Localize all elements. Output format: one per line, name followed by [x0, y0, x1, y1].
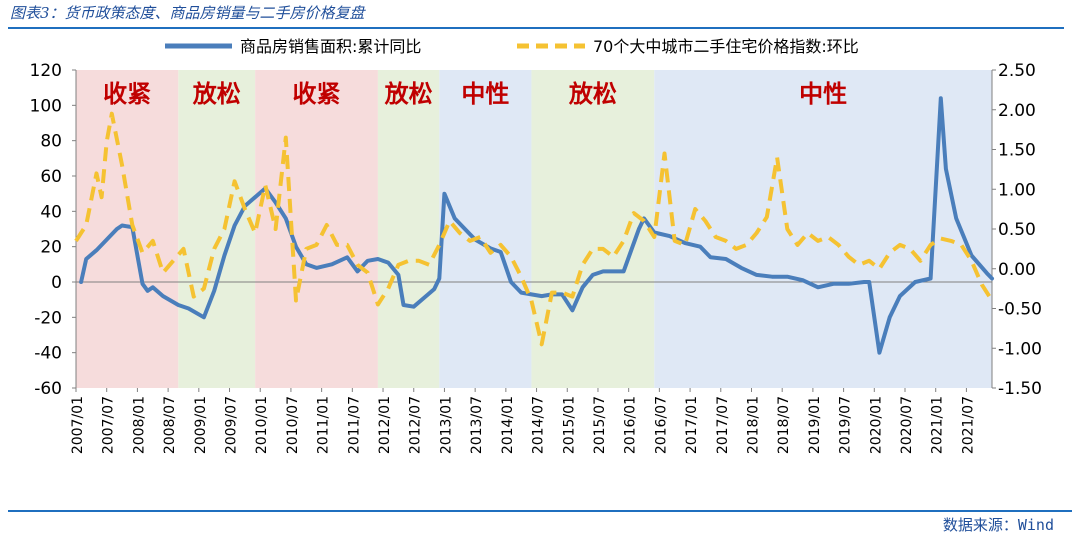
y-left-tick-label: 0: [51, 273, 62, 293]
policy-band-label-6: 放松: [568, 80, 617, 108]
x-tick-label: 2018/01: [745, 396, 761, 454]
y-right-tick-label: 2.50: [998, 61, 1036, 81]
x-tick-label: 2016/01: [623, 396, 639, 454]
x-tick-label: 2007/07: [101, 396, 117, 454]
footer-rule: [8, 510, 1072, 512]
x-tick-label: 2015/01: [561, 396, 577, 454]
x-tick-label: 2012/01: [377, 396, 393, 454]
series-line-sales-area-yoy: [79, 96, 994, 355]
y-right-tick-label: 1.50: [998, 141, 1036, 161]
y-left-tick-label: -40: [34, 344, 62, 364]
y-right-tick-label: -0.50: [998, 300, 1042, 320]
x-tick-label: 2013/07: [469, 396, 485, 454]
y-left-tick-label: 80: [40, 132, 62, 152]
y-left-tick-label: -60: [34, 379, 62, 399]
policy-band-4: [377, 70, 440, 388]
policy-band-label-2: 放松: [192, 80, 241, 108]
x-tick-label: 2021/01: [930, 396, 946, 454]
x-tick-label: 2021/07: [960, 396, 976, 454]
x-tick-label: 2017/01: [684, 396, 700, 454]
y-right-tick-label: -1.00: [998, 339, 1042, 359]
x-tick-label: 2010/01: [254, 396, 270, 454]
x-tick-label: 2010/07: [285, 396, 301, 454]
x-tick-label: 2013/01: [438, 396, 454, 454]
policy-band-6: [531, 70, 655, 388]
policy-band-label-4: 放松: [384, 80, 433, 108]
y-right-tick-label: -1.50: [998, 379, 1042, 399]
policy-band-2: [178, 70, 256, 388]
x-tick-label: 2014/01: [500, 396, 516, 454]
y-left-tick-label: 20: [40, 238, 62, 258]
x-tick-label: 2019/07: [838, 396, 854, 454]
policy-band-label-1: 收紧: [103, 80, 151, 108]
x-tick-label: 2011/07: [346, 396, 362, 454]
x-tick-label: 2008/01: [131, 396, 147, 454]
source-note: 数据来源：Wind: [942, 516, 1054, 534]
x-tick-label: 2008/07: [162, 396, 178, 454]
x-tick-label: 2017/07: [715, 396, 731, 454]
x-tick-label: 2009/01: [193, 396, 209, 454]
x-tick-label: 2018/07: [776, 396, 792, 454]
y-left-tick-label: 60: [40, 167, 62, 187]
y-right-tick-label: 1.00: [998, 180, 1036, 200]
series-line-second-hand-price-mom: [74, 111, 994, 347]
policy-band-label-3: 收紧: [293, 80, 341, 108]
y-left-tick-label: 100: [30, 96, 62, 116]
legend-label-sales: 商品房销售面积:累计同比: [240, 37, 421, 56]
y-right-tick-label: 0.00: [998, 260, 1036, 280]
y-right-tick-label: 2.00: [998, 101, 1036, 121]
policy-band-3: [255, 70, 378, 388]
x-tick-label: 2020/07: [899, 396, 915, 454]
x-tick-label: 2020/01: [868, 396, 884, 454]
x-tick-label: 2012/07: [408, 396, 424, 454]
title-rule: [8, 27, 1064, 29]
legend-label-price: 70个大中城市二手住宅价格指数:环比: [593, 37, 859, 56]
policy-band-5: [439, 70, 532, 388]
x-tick-label: 2011/01: [316, 396, 332, 454]
x-tick-label: 2014/07: [531, 396, 547, 454]
y-left-tick-label: 120: [30, 61, 62, 81]
y-right-tick-label: 0.50: [998, 220, 1036, 240]
figure-title: 图表3：货币政策态度、商品房销量与二手房价格复盘: [10, 4, 365, 22]
x-tick-label: 2007/01: [70, 396, 86, 454]
policy-band-7: [654, 70, 992, 388]
policy-band-label-7: 中性: [799, 80, 847, 108]
x-tick-label: 2015/07: [592, 396, 608, 454]
policy-band-label-5: 中性: [461, 80, 509, 108]
x-tick-label: 2009/07: [224, 396, 240, 454]
y-left-tick-label: 40: [40, 202, 62, 222]
x-tick-label: 2016/07: [653, 396, 669, 454]
policy-band-1: [76, 70, 179, 388]
x-tick-label: 2019/01: [807, 396, 823, 454]
y-left-tick-label: -20: [34, 308, 62, 328]
